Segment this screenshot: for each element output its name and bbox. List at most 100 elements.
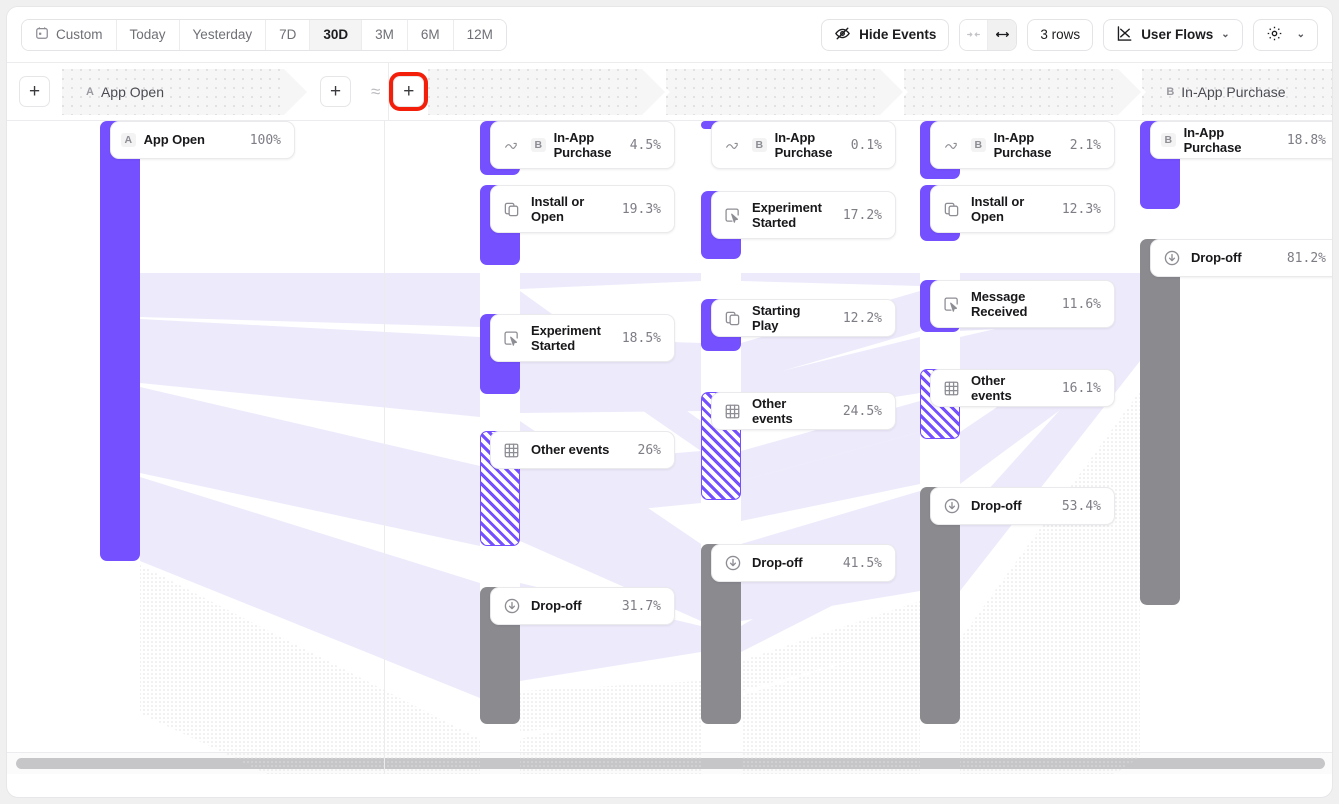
flow-node[interactable]: B In-App Purchase 4.5%	[490, 121, 675, 169]
node-label: Drop-off	[531, 598, 582, 614]
flow-node[interactable]: Other events 26%	[490, 431, 675, 469]
date-range-12m-label: 12M	[466, 27, 493, 42]
node-percent: 0.1%	[850, 137, 882, 153]
node-label: Experiment Started	[752, 199, 822, 230]
node-percent: 26%	[637, 442, 661, 458]
date-range-selector[interactable]: Custom Today Yesterday 7D 30D 3M 6M 12M	[21, 18, 507, 51]
date-range-12m[interactable]: 12M	[453, 19, 506, 50]
flow-bar-drop-off[interactable]	[920, 487, 960, 724]
date-range-yesterday[interactable]: Yesterday	[179, 19, 267, 50]
step-placeholder-1[interactable]	[428, 68, 671, 115]
grid-icon	[722, 401, 743, 422]
add-step-mid-wrap: +	[308, 76, 363, 107]
flow-node[interactable]: A App Open 100%	[110, 121, 295, 159]
add-step-highlight-wrap: +	[389, 72, 429, 111]
node-percent: 81.2%	[1286, 250, 1326, 266]
download-circle-icon	[501, 596, 522, 617]
node-percent: 18.8%	[1286, 132, 1326, 148]
node-badge: B	[971, 138, 986, 152]
flow-bar-drop-off[interactable]	[1140, 239, 1180, 605]
step-b[interactable]: B In-App Purchase	[1142, 68, 1332, 115]
flow-node[interactable]: Other events 24.5%	[711, 392, 896, 430]
node-badge: A	[121, 133, 136, 147]
toolbar: Custom Today Yesterday 7D 30D 3M 6M 12M	[7, 7, 1332, 63]
cursor-box-icon	[501, 328, 522, 349]
hide-events-label: Hide Events	[859, 27, 937, 42]
date-range-3m[interactable]: 3M	[362, 19, 408, 50]
settings-chevron-down-icon: ⌄	[1296, 29, 1305, 40]
step-placeholder-2[interactable]	[666, 68, 909, 115]
flow-node[interactable]: Experiment Started 18.5%	[490, 314, 675, 362]
collapse-horizontal-icon[interactable]	[960, 19, 989, 50]
node-percent: 19.3%	[621, 201, 661, 217]
step-a[interactable]: A App Open	[62, 68, 312, 115]
expand-horizontal-icon[interactable]	[988, 19, 1017, 50]
node-badge: B	[752, 138, 767, 152]
step-a-badge: A	[86, 85, 94, 98]
add-step-button-left[interactable]: +	[19, 76, 50, 107]
node-percent: 41.5%	[842, 555, 882, 571]
flow-node[interactable]: Other events 16.1%	[930, 369, 1115, 407]
flow-bar-app-open[interactable]	[100, 121, 140, 561]
node-label: In-App Purchase	[553, 129, 612, 160]
gear-icon	[1266, 25, 1283, 45]
flow-node[interactable]: Drop-off 81.2%	[1150, 239, 1332, 277]
date-range-30d[interactable]: 30D	[310, 19, 363, 50]
flow-node[interactable]: Message Received 11.6%	[930, 280, 1115, 328]
node-percent: 12.2%	[842, 310, 882, 326]
column-divider	[384, 121, 385, 774]
node-label: Experiment Started	[531, 322, 601, 353]
flow-node[interactable]: Drop-off 41.5%	[711, 544, 896, 582]
date-range-6m[interactable]: 6M	[407, 19, 454, 50]
flow-node[interactable]: Drop-off 53.4%	[930, 487, 1115, 525]
date-range-30d-label: 30D	[323, 27, 349, 42]
toolbar-left: Custom Today Yesterday 7D 30D 3M 6M 12M	[21, 18, 507, 51]
date-range-3m-label: 3M	[375, 27, 394, 42]
flow-node[interactable]: Drop-off 31.7%	[490, 587, 675, 625]
wavy-separator-icon: ≈	[371, 81, 381, 101]
step-placeholder-3[interactable]	[904, 68, 1147, 115]
hide-events-button[interactable]: Hide Events	[821, 18, 950, 51]
node-percent: 12.3%	[1061, 201, 1101, 217]
add-step-button-highlighted[interactable]: +	[389, 72, 429, 111]
node-percent: 100%	[249, 132, 281, 148]
node-label: In-App Purchase	[993, 129, 1052, 160]
flow-node[interactable]: B In-App Purchase 0.1%	[711, 121, 896, 169]
node-percent: 53.4%	[1061, 498, 1101, 514]
flow-node[interactable]: Starting Play 12.2%	[711, 299, 896, 337]
view-selector-button[interactable]: User Flows ⌄	[1103, 18, 1243, 51]
flow-node[interactable]: B In-App Purchase 18.8%	[1150, 121, 1332, 159]
node-label: In-App Purchase	[1183, 124, 1242, 155]
node-percent: 18.5%	[621, 330, 661, 346]
flow-node[interactable]: Install or Open 12.3%	[930, 185, 1115, 233]
step-a-label: App Open	[100, 83, 165, 100]
node-label: Message Received	[971, 288, 1028, 319]
copy-icon	[941, 199, 962, 220]
date-range-7d[interactable]: 7D	[266, 19, 311, 50]
flow-node[interactable]: B In-App Purchase 2.1%	[930, 121, 1115, 169]
flow-canvas[interactable]: A App Open 100% B In-App Purchase 4.5% Install…	[7, 121, 1332, 774]
copy-icon	[501, 199, 522, 220]
rows-button[interactable]: 3 rows	[1027, 18, 1094, 51]
add-step-button-middle[interactable]: +	[320, 76, 351, 107]
node-percent: 2.1%	[1069, 137, 1101, 153]
date-range-yesterday-label: Yesterday	[192, 27, 253, 42]
date-range-today[interactable]: Today	[116, 19, 180, 50]
date-range-custom-label: Custom	[56, 27, 103, 42]
eye-off-icon	[834, 25, 851, 45]
add-step-highlighted-label: +	[403, 81, 415, 102]
node-label: Starting Play	[752, 302, 801, 333]
flow-node[interactable]: Install or Open 19.3%	[490, 185, 675, 233]
flow-node[interactable]: Experiment Started 17.2%	[711, 191, 896, 239]
chevron-down-icon: ⌄	[1221, 29, 1230, 40]
settings-button[interactable]: ⌄	[1252, 18, 1318, 51]
node-badge: B	[531, 138, 546, 152]
date-range-custom[interactable]: Custom	[22, 19, 117, 50]
node-label: App Open	[143, 132, 205, 148]
node-percent: 16.1%	[1061, 380, 1101, 396]
flow-ribbons	[140, 273, 1140, 774]
toolbar-right: Hide Events 3 rows	[821, 18, 1318, 51]
node-badge: B	[1161, 133, 1176, 147]
download-circle-icon	[941, 496, 962, 517]
width-toggle-group[interactable]	[959, 18, 1018, 51]
